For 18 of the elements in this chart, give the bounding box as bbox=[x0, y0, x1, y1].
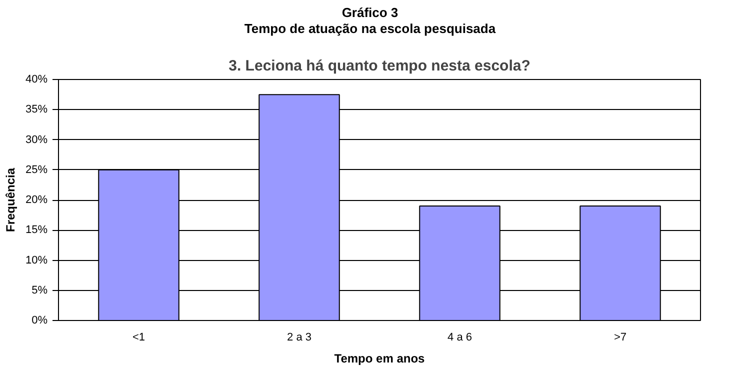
y-tick-label: 25% bbox=[25, 164, 48, 176]
y-tick-label: 15% bbox=[25, 224, 48, 236]
text: Tempo de atuação na escola pesquisada bbox=[244, 21, 496, 37]
text: Gráfico 3 bbox=[340, 5, 400, 21]
y-tick-label: 20% bbox=[25, 194, 48, 206]
y-axis-title: Frequência bbox=[3, 168, 18, 232]
x-tick-label: <1 bbox=[132, 332, 146, 344]
y-tick-label: 30% bbox=[25, 134, 48, 146]
y-tick-label: 0% bbox=[32, 314, 48, 326]
y-tick-label: 10% bbox=[25, 254, 48, 266]
x-tick-label: 2 a 3 bbox=[287, 332, 312, 344]
x-tick-label: >7 bbox=[614, 332, 627, 344]
x-axis-title: Tempo em anos bbox=[334, 352, 426, 366]
chart-title: 3. Leciona há quanto tempo nesta escola? bbox=[228, 58, 530, 74]
x-tick-label: 4 a 6 bbox=[448, 332, 472, 344]
y-tick-label: 35% bbox=[25, 104, 48, 116]
y-tick-label: 40% bbox=[25, 74, 48, 86]
y-tick-label: 5% bbox=[32, 284, 48, 296]
